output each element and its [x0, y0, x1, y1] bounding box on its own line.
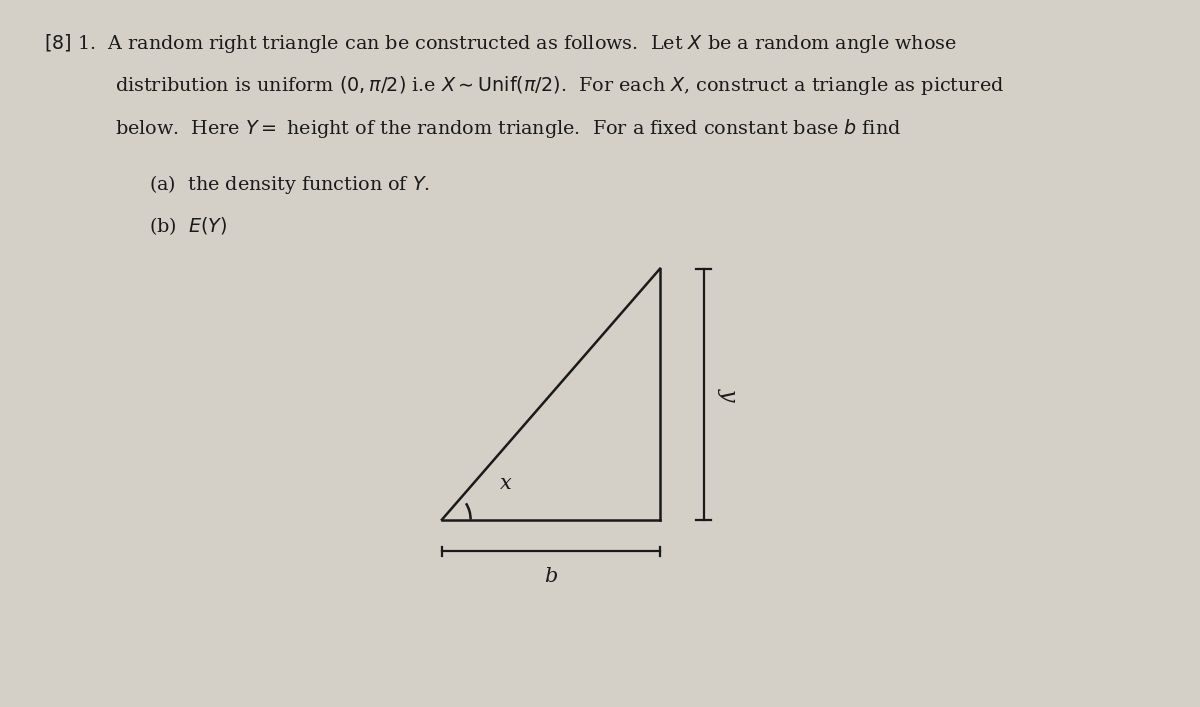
Text: y: y	[718, 388, 740, 400]
Text: below.  Here $Y =$ height of the random triangle.  For a fixed constant base $b$: below. Here $Y =$ height of the random t…	[115, 117, 901, 140]
Text: b: b	[545, 567, 558, 586]
Text: (a)  the density function of $Y$.: (a) the density function of $Y$.	[149, 173, 431, 197]
Text: x: x	[499, 474, 511, 493]
Text: distribution is uniform $(0, \pi/2)$ i.e $X \sim \mathrm{Unif}(\pi/2)$.  For eac: distribution is uniform $(0, \pi/2)$ i.e…	[115, 74, 1004, 98]
Text: $[8]$ 1.  A random right triangle can be constructed as follows.  Let $X$ be a r: $[8]$ 1. A random right triangle can be …	[43, 32, 956, 55]
Text: (b)  $E(Y)$: (b) $E(Y)$	[149, 216, 228, 238]
